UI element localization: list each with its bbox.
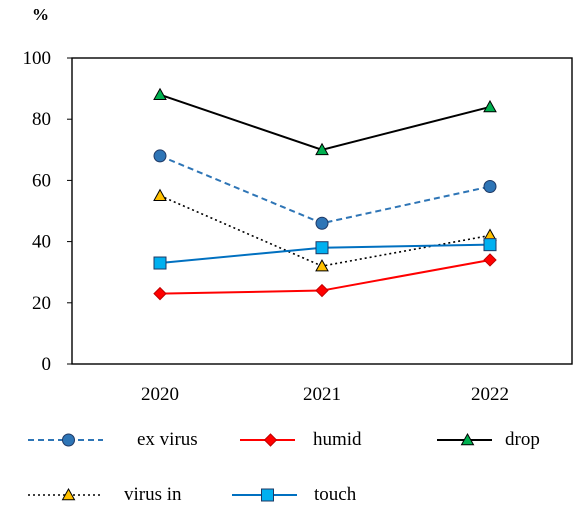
data-point-humid <box>153 286 167 301</box>
y-tick-label: 0 <box>42 354 52 375</box>
y-tick-label: 20 <box>32 293 51 314</box>
legend-label: drop <box>505 429 540 450</box>
plot-area-frame <box>71 57 573 365</box>
data-point-humid <box>483 253 497 267</box>
legend-marker <box>263 433 278 447</box>
data-point-touch <box>483 238 497 252</box>
data-point-touch <box>153 256 167 270</box>
series-line-virus-in <box>159 194 491 267</box>
legend-item-touch: touch <box>232 484 357 505</box>
y-tick-label: 80 <box>32 109 51 130</box>
y-tick-label: 60 <box>32 170 51 191</box>
data-point-virus-in <box>153 188 167 201</box>
data-point-touch <box>315 241 329 255</box>
data-point-drop <box>153 87 167 101</box>
y-tick-label: 40 <box>32 232 51 253</box>
x-tick-label: 2021 <box>303 384 341 405</box>
legend-label: virus in <box>124 484 182 505</box>
y-axis-unit-label: % <box>32 5 49 24</box>
x-tick-label: 2020 <box>141 384 179 405</box>
series-markers <box>153 87 497 301</box>
legend-label: humid <box>313 429 362 450</box>
data-point-drop <box>315 142 329 156</box>
legend: ex virus humid drop virus in touch <box>28 429 540 505</box>
legend-marker <box>62 433 75 447</box>
legend-item-virus-in: virus in <box>28 484 182 505</box>
legend-item-humid: humid <box>240 429 362 450</box>
data-point-drop <box>483 99 497 113</box>
x-tick-label: 2022 <box>471 384 509 405</box>
data-point-ex-virus <box>483 180 497 194</box>
data-point-ex-virus <box>153 149 167 163</box>
legend-item-drop: drop <box>437 429 540 450</box>
series-line-ex-virus <box>159 154 491 225</box>
legend-marker <box>460 432 475 446</box>
data-point-humid <box>315 283 329 298</box>
legend-marker <box>61 487 76 501</box>
legend-marker <box>261 488 274 502</box>
legend-item-ex-virus: ex virus <box>28 429 198 450</box>
data-point-ex-virus <box>315 216 329 230</box>
legend-label: touch <box>314 484 357 505</box>
y-tick-label: 100 <box>23 48 52 69</box>
legend-label: ex virus <box>137 429 198 450</box>
series-lines <box>159 93 491 295</box>
data-point-virus-in <box>315 259 329 272</box>
y-axis: 0 20 40 60 80 100 <box>23 48 72 375</box>
x-axis: 2020 2021 2022 <box>141 384 509 405</box>
series-line-drop <box>159 93 491 151</box>
